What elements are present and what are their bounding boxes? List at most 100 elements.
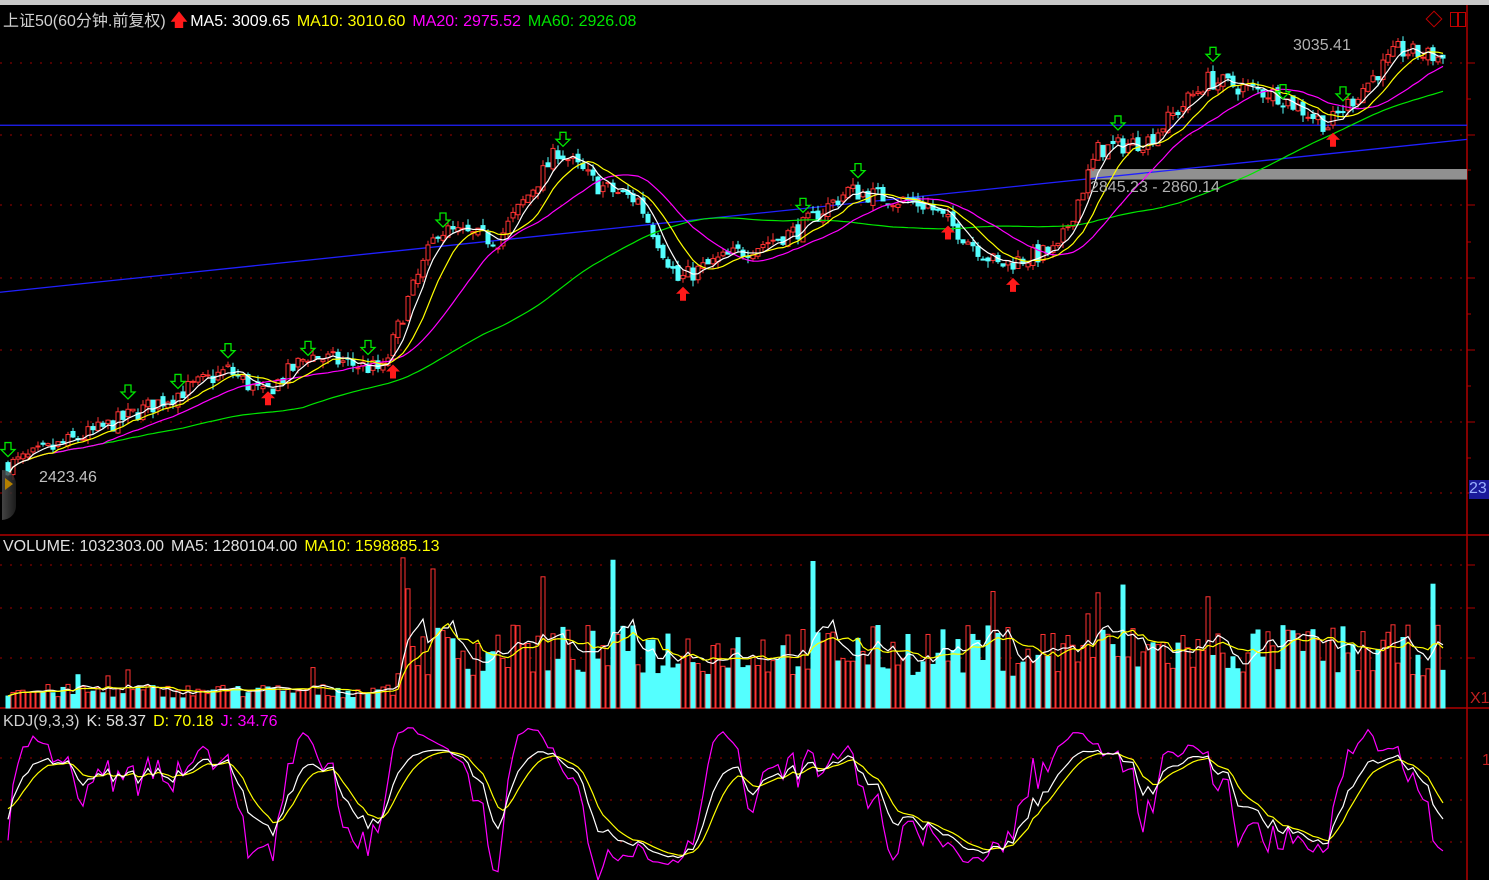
volume-up-bar [710,645,716,709]
ma5-value: MA5: 3009.65 [190,13,290,30]
up-candle [535,186,541,194]
volume-up-bar [295,690,301,709]
sell-signal-arrow-icon [849,162,867,179]
up-candle [1395,40,1401,48]
up-candle [430,237,436,244]
volume-down-bar [985,625,991,709]
volume-up-bar [1140,651,1146,709]
volume-up-bar [495,634,501,709]
volume-up-bar [1365,647,1371,709]
volume-down-bar [960,672,966,709]
volume-up-bar [380,686,386,709]
volume-down-bar [810,561,816,709]
volume-up-bar [1065,635,1071,709]
volume-down-bar [60,686,66,709]
volume-down-bar [630,625,636,709]
volume-down-bar [580,671,586,709]
volume-up-bar [1075,661,1081,709]
up-candle [840,194,846,202]
down-candle [375,360,381,369]
kdj-k-line [7,749,1444,859]
up-candle [105,419,111,425]
up-candle [390,334,396,357]
volume-up-bar [1420,675,1426,709]
volume-up-bar [550,633,556,709]
up-candle [320,359,326,363]
volume-down-bar [1320,660,1326,709]
volume-up-bar [1160,641,1166,709]
volume-up-bar [1240,671,1246,709]
volume-up-bar [1165,662,1171,709]
volume-down-bar [1045,655,1051,709]
volume-up-bar [1410,674,1416,709]
down-candle [660,244,666,259]
up-candle [850,184,856,190]
buy-signal-arrow-icon [386,364,400,379]
down-candle [650,224,656,238]
up-candle [405,295,411,321]
window-layout-icon[interactable] [1450,12,1466,27]
volume-down-bar [915,671,921,709]
volume-down-bar [955,639,961,709]
volume-up-bar [680,655,686,709]
down-candle [150,399,156,413]
volume-up-bar [1195,639,1201,709]
up-candle [340,360,346,363]
volume-down-bar [1440,669,1446,709]
up-candle [900,196,906,203]
volume-up-bar [115,688,121,709]
volume-ma10-value: MA10: 1598885.13 [304,538,440,555]
volume-up-bar [1395,662,1401,709]
down-candle [1335,110,1341,114]
band-range-label: 2845.23 - 2860.14 [1090,179,1220,196]
up-candle [155,399,161,410]
volume-up-bar [165,685,171,709]
volume-down-bar [245,692,251,709]
up-candle [845,186,851,199]
volume-up-bar [500,657,506,709]
up-candle [185,381,191,396]
up-candle [145,399,151,408]
volume-down-bar [1000,670,1006,709]
volume-down-bar [1135,666,1141,709]
volume-up-bar [145,684,151,709]
volume-up-bar [1360,631,1366,709]
up-candle [520,199,526,206]
up-candle [730,247,736,254]
volume-up-bar [730,648,736,709]
volume-up-bar [1345,652,1351,709]
down-candle [560,155,566,160]
down-candle [365,363,371,373]
volume-down-bar [970,633,976,709]
volume-up-bar [510,624,516,709]
volume-up-bar [1285,629,1291,709]
volume-scale-tag[interactable]: X1 [1470,690,1489,707]
down-candle [665,259,671,268]
volume-up-bar [425,674,431,709]
volume-up-bar [190,695,196,709]
volume-up-bar [395,673,401,709]
volume-up-bar [800,629,806,709]
volume-up-bar [1405,624,1411,709]
volume-up-bar [470,674,476,709]
up-candle [85,426,91,440]
sell-signal-arrow-icon [1274,84,1292,100]
volume-down-bar [1350,644,1356,709]
volume-up-bar [175,689,181,709]
collapse-handle[interactable] [2,470,16,520]
volume-down-bar [450,638,456,709]
volume-down-bar [1250,633,1256,709]
down-candle [780,236,786,245]
down-candle [980,258,986,261]
volume-down-bar [675,663,681,709]
volume-down-bar [1300,650,1306,709]
up-candle [410,279,416,296]
down-candle [795,224,801,240]
up-candle [45,443,51,446]
volume-down-bar [75,674,81,709]
volume-down-bar [655,673,661,709]
volume-down-bar [435,627,441,709]
kdj-d-value: D: 70.18 [153,713,214,730]
up-candle [15,456,21,460]
